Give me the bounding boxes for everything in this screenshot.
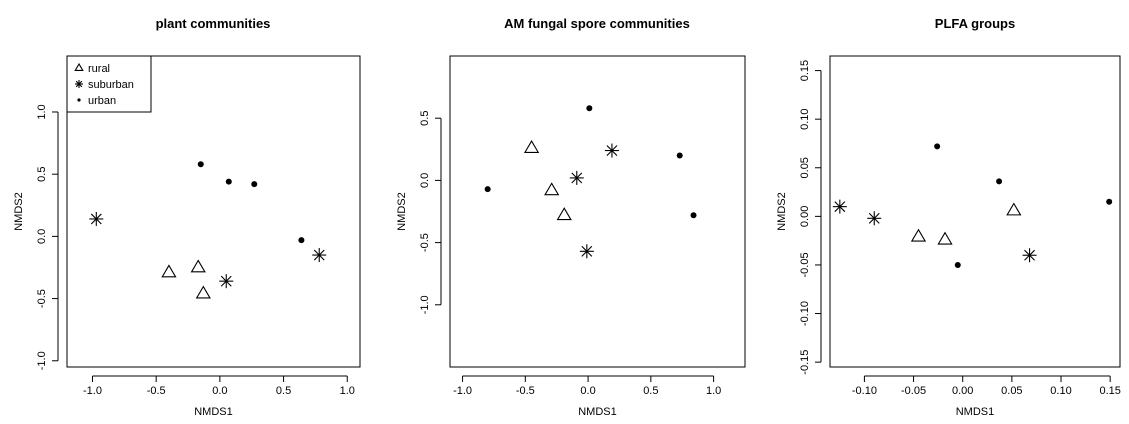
x-tick-label: -1.0 <box>83 385 102 397</box>
y-tick-label: 0.0 <box>36 229 48 244</box>
data-point-rural <box>556 207 572 221</box>
x-tick-label: 0.00 <box>952 385 973 397</box>
y-axis-title: NMDS2 <box>13 192 25 231</box>
data-point-rural <box>161 264 177 278</box>
y-tick-label: -1.0 <box>419 295 431 314</box>
chart-panel-3: PLFA groups -0.10 -0.05 0.00 0.05 0.10 0.15 -0.… <box>776 16 1121 418</box>
x-axis-title: NMDS1 <box>194 406 233 418</box>
data-point-suburban <box>569 170 584 185</box>
x-tick-label: 0.5 <box>643 385 658 397</box>
y-tick-label: -0.5 <box>419 233 431 252</box>
x-axis-title: NMDS1 <box>578 406 617 418</box>
x-tick-label: 0.0 <box>580 385 595 397</box>
data-point-suburban <box>867 211 882 226</box>
data-point-suburban <box>832 199 847 214</box>
y-tick-label: 0.05 <box>799 157 811 178</box>
plot-frame <box>449 55 746 368</box>
y-axis-title: NMDS2 <box>396 192 408 231</box>
data-point-urban <box>586 105 593 112</box>
x-tick-label: 0.10 <box>1050 385 1071 397</box>
x-tick-label: 0.5 <box>276 385 291 397</box>
y-tick-label: -1.0 <box>36 351 48 370</box>
x-tick-label: 0.05 <box>1001 385 1022 397</box>
y-tick-label: -0.10 <box>799 301 811 326</box>
data-point-rural <box>195 285 211 299</box>
data-point-suburban <box>579 244 594 259</box>
x-tick-label: -0.5 <box>147 385 166 397</box>
x-tick-label: 0.15 <box>1099 385 1120 397</box>
data-point-urban <box>934 143 941 150</box>
y-tick-label: -0.15 <box>799 350 811 375</box>
y-tick-label: 0.0 <box>419 173 431 188</box>
data-point-urban <box>484 186 491 193</box>
chart-title: PLFA groups <box>935 16 1015 31</box>
y-tick-label: -0.5 <box>36 289 48 308</box>
plot-frame <box>66 55 361 368</box>
data-point-rural <box>1006 202 1022 216</box>
data-point-urban <box>954 261 961 268</box>
legend-marker-suburban <box>75 80 83 88</box>
x-tick-label: -1.0 <box>453 385 472 397</box>
x-tick-label: -0.10 <box>852 385 877 397</box>
data-point-suburban <box>219 274 234 289</box>
data-point-rural <box>544 182 560 196</box>
chart-title: AM fungal spore communities <box>504 16 690 31</box>
data-point-suburban <box>1022 248 1037 263</box>
data-point-rural <box>190 259 206 273</box>
data-point-urban <box>996 178 1003 185</box>
x-tick-label: -0.5 <box>516 385 535 397</box>
x-tick-label: 1.0 <box>340 385 355 397</box>
data-point-urban <box>225 178 232 185</box>
legend-label: urban <box>88 95 116 107</box>
y-tick-label: -0.05 <box>799 252 811 277</box>
legend-marker-rural <box>74 62 84 72</box>
data-point-rural <box>937 231 953 245</box>
y-tick-label: 0.10 <box>799 108 811 129</box>
y-tick-label: 0.00 <box>799 206 811 227</box>
x-axis-title: NMDS1 <box>956 406 995 418</box>
data-point-suburban <box>312 248 327 263</box>
data-point-rural <box>523 139 540 153</box>
x-tick-label: 1.0 <box>706 385 721 397</box>
legend: rural suburban urban <box>66 55 152 113</box>
data-point-suburban <box>89 211 104 226</box>
x-tick-label: 0.0 <box>212 385 227 397</box>
data-point-urban <box>298 237 305 244</box>
chart-panel-1: plant communities -1.0 -0.5 0.0 0.5 1.0 -1.0 -0… <box>13 16 361 418</box>
legend-label: rural <box>88 63 110 75</box>
data-point-suburban <box>604 143 619 158</box>
y-tick-label: 1.0 <box>36 104 48 119</box>
legend-label: suburban <box>88 79 134 91</box>
data-point-rural <box>910 228 927 242</box>
y-tick-label: 0.5 <box>36 167 48 182</box>
plot-frame <box>829 55 1121 368</box>
data-point-urban <box>197 161 204 168</box>
data-point-urban <box>251 181 258 188</box>
legend-marker-urban <box>77 98 81 102</box>
chart-title: plant communities <box>156 16 271 31</box>
data-point-urban <box>676 152 683 159</box>
y-tick-label: 0.15 <box>799 60 811 81</box>
y-axis-title: NMDS2 <box>776 192 788 231</box>
chart-panel-2: AM fungal spore communities -1.0 -0.5 0.0 0.… <box>396 16 746 418</box>
data-point-urban <box>690 212 697 219</box>
y-tick-label: 0.5 <box>419 111 431 126</box>
x-tick-label: -0.05 <box>901 385 926 397</box>
data-point-urban <box>1106 198 1113 205</box>
